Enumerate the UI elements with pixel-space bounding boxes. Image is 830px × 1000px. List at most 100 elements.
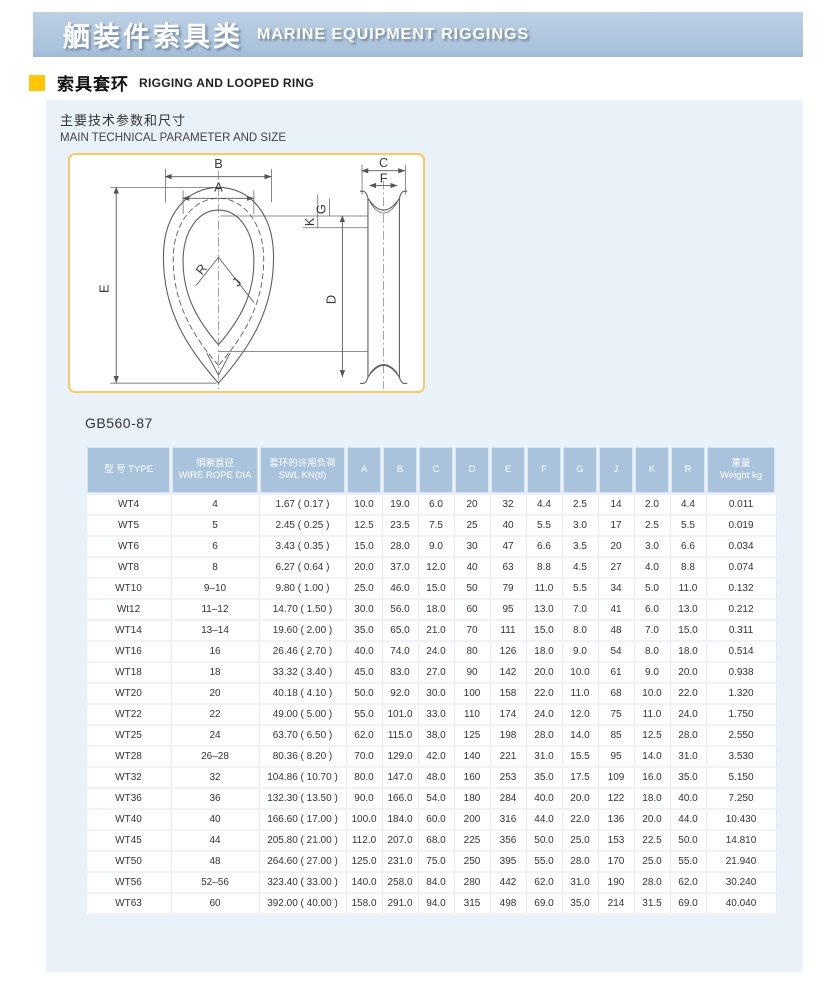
thimble-technical-drawing: B A E R J G K C F D <box>96 155 408 390</box>
table-cell: 30.240 <box>705 872 777 894</box>
table-cell: 180 <box>453 788 491 810</box>
table-cell: 184.0 <box>381 809 419 831</box>
table-row: WT25 24 63.70 ( 6.50 ) 62.0 115.0 38.0 125 198 2… <box>85 725 777 747</box>
page-title-en: MARINE EQUIPMENT RIGGINGS <box>257 25 530 43</box>
table-row: WT56 52–56 323.40 ( 33.00 ) 140.0 258.0 84.0 2… <box>85 872 777 894</box>
table-cell: 15.0 <box>525 620 563 642</box>
table-cell: 85 <box>597 725 635 747</box>
table-cell: 1.750 <box>705 704 777 726</box>
col-header: R <box>669 445 707 495</box>
table-cell: 8.0 <box>633 641 671 663</box>
table-cell: 7.0 <box>561 599 599 621</box>
table-cell: 11.0 <box>561 683 599 705</box>
table-cell: 20.0 <box>633 809 671 831</box>
col-header: K <box>633 445 671 495</box>
table-cell: 90 <box>453 662 491 684</box>
table-cell: 109 <box>597 767 635 789</box>
table-cell: 25.0 <box>345 578 383 600</box>
table-cell: 12.0 <box>561 704 599 726</box>
table-cell: 18.0 <box>417 599 455 621</box>
table-cell: 70 <box>453 620 491 642</box>
intro-label-zh: 主要技术参数和尺寸 <box>60 113 187 128</box>
table-cell: 140.0 <box>345 872 383 894</box>
table-cell: 74.0 <box>381 641 419 663</box>
table-cell: 11.0 <box>669 578 707 600</box>
table-cell: 264.60 ( 27.00 ) <box>258 851 347 873</box>
table-cell: 68.0 <box>417 830 455 852</box>
table-cell: 19.0 <box>381 493 419 516</box>
table-cell: 50.0 <box>525 830 563 852</box>
table-cell: 33.32 ( 3.40 ) <box>258 662 347 684</box>
table-cell: 15.0 <box>669 620 707 642</box>
table-cell: WT10 <box>85 578 172 600</box>
table-cell: 323.40 ( 33.00 ) <box>258 872 347 894</box>
table-cell: 69.0 <box>669 893 707 915</box>
col-header: A <box>345 445 383 495</box>
table-cell: 8.8 <box>669 557 707 579</box>
table-cell: 25.0 <box>633 851 671 873</box>
table-cell: 7.5 <box>417 515 455 537</box>
table-cell: WT25 <box>85 725 172 747</box>
table-cell: 26.46 ( 2.70 ) <box>258 641 347 663</box>
table-cell: 18.0 <box>525 641 563 663</box>
table-row: WT18 18 33.32 ( 3.40 ) 45.0 83.0 27.0 90 142 20.… <box>85 662 777 684</box>
table-cell: 129.0 <box>381 746 419 768</box>
table-cell: WT56 <box>85 872 172 894</box>
table-cell: 0.938 <box>705 662 777 684</box>
table-cell: 79 <box>489 578 527 600</box>
table-cell: 54 <box>597 641 635 663</box>
table-cell: WT16 <box>85 641 172 663</box>
table-cell: 3.0 <box>633 536 671 558</box>
table-cell: 44.0 <box>669 809 707 831</box>
table-cell: 5.5 <box>669 515 707 537</box>
content-panel: 主要技术参数和尺寸 MAIN TECHNICAL PARAMETER AND S… <box>46 100 803 972</box>
table-cell: 284 <box>489 788 527 810</box>
table-cell: 6.0 <box>633 599 671 621</box>
table-cell: 4.4 <box>525 493 563 516</box>
table-cell: 36 <box>170 788 260 810</box>
table-cell: 4 <box>170 493 260 516</box>
table-cell: 20 <box>597 536 635 558</box>
table-cell: 100 <box>453 683 491 705</box>
col-header: J <box>597 445 635 495</box>
table-cell: 170 <box>597 851 635 873</box>
table-cell: 158 <box>489 683 527 705</box>
table-cell: 31.0 <box>561 872 599 894</box>
table-cell: WT40 <box>85 809 172 831</box>
col-header: 钢索直径 WIRE ROPE DIA <box>170 445 260 495</box>
table-cell: 48 <box>597 620 635 642</box>
table-cell: 28.0 <box>525 725 563 747</box>
table-cell: 498 <box>489 893 527 915</box>
table-cell: 40 <box>170 809 260 831</box>
table-cell: 356 <box>489 830 527 852</box>
table-cell: 12.5 <box>345 515 383 537</box>
table-cell: 44 <box>170 830 260 852</box>
table-row: WT28 26–28 80.36 ( 8.20 ) 70.0 129.0 42.0 140 2… <box>85 746 777 768</box>
table-cell: 48 <box>170 851 260 873</box>
table-cell: WT22 <box>85 704 172 726</box>
table-cell: 0.034 <box>705 536 777 558</box>
table-cell: 33.0 <box>417 704 455 726</box>
table-cell: 32 <box>170 767 260 789</box>
table-cell: 3.5 <box>561 536 599 558</box>
table-cell: WT14 <box>85 620 172 642</box>
table-cell: 15.0 <box>417 578 455 600</box>
table-cell: 21.0 <box>417 620 455 642</box>
table-cell: 10.430 <box>705 809 777 831</box>
intro-label-en: MAIN TECHNICAL PARAMETER AND SIZE <box>60 132 286 144</box>
table-row: Wt12 11–12 14.70 ( 1.50 ) 30.0 56.0 18.0 60 95 1… <box>85 599 777 621</box>
table-cell: 50.0 <box>345 683 383 705</box>
table-cell: 20.0 <box>525 662 563 684</box>
table-cell: 6 <box>170 536 260 558</box>
table-cell: WT63 <box>85 893 172 915</box>
table-cell: 8.8 <box>525 557 563 579</box>
table-cell: 62.0 <box>525 872 563 894</box>
table-cell: 52–56 <box>170 872 260 894</box>
section-title-zh: 索具套环 <box>57 75 129 94</box>
table-cell: 221 <box>489 746 527 768</box>
table-cell: 47 <box>489 536 527 558</box>
table-cell: 40 <box>453 557 491 579</box>
table-cell: 75.0 <box>417 851 455 873</box>
table-cell: 90.0 <box>345 788 383 810</box>
table-cell: 55.0 <box>525 851 563 873</box>
